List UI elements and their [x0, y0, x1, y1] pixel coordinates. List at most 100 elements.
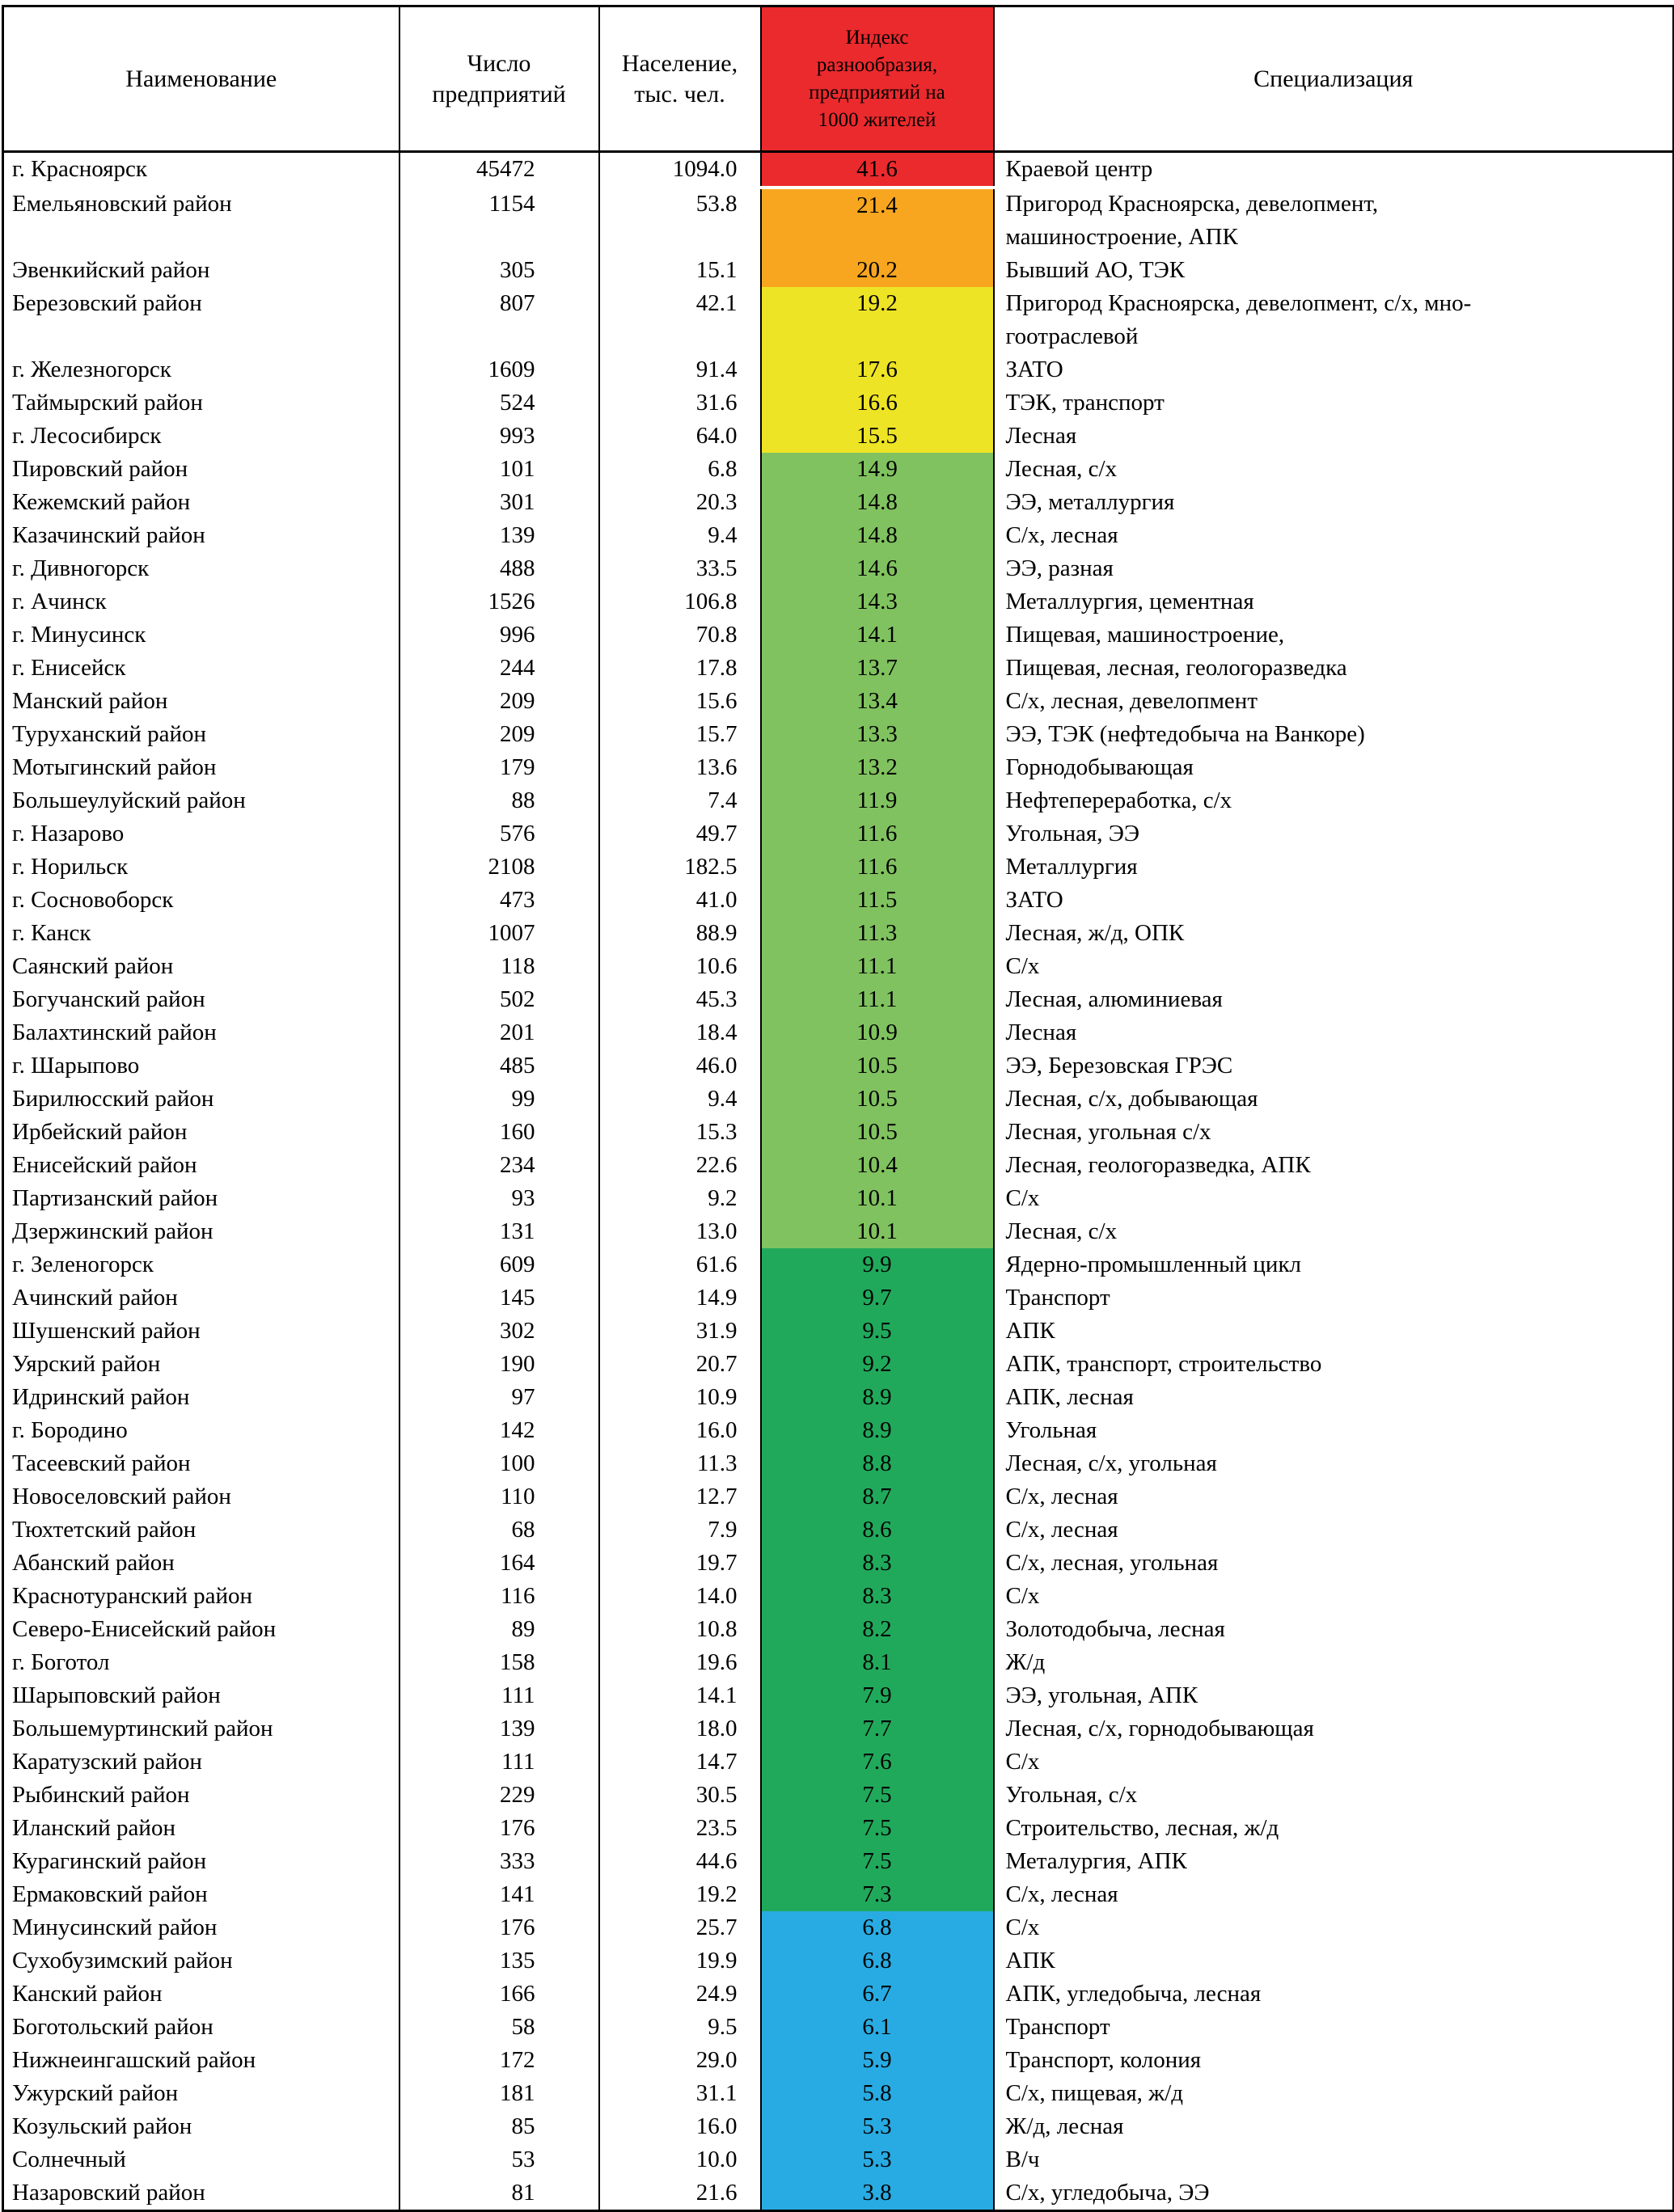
name-cell: Минусинский район — [2, 1911, 400, 1944]
name-cell: г. Бородино — [2, 1414, 400, 1447]
specialization-cell: АПК, транспорт, строительство — [1005, 1351, 1322, 1377]
population-cell: 31.6 — [598, 386, 762, 420]
enterprises-cell: 88 — [399, 784, 600, 817]
population-cell: 17.8 — [598, 652, 762, 685]
specialization-cell: С/х — [1005, 1583, 1040, 1609]
population-cell: 18.4 — [598, 1016, 762, 1049]
population-cell: 21.6 — [598, 2176, 762, 2211]
table-row: Канский район 166 24.9 6.7 АПК, угледобыча, … — [2, 1978, 1674, 2011]
specialization-cell: Пищевая, лесная, геологоразведка — [1005, 655, 1347, 681]
specialization-cell: Металлургия, цементная — [1005, 589, 1254, 614]
name-cell: Новоселовский район — [2, 1480, 400, 1513]
population-cell: 31.1 — [598, 2077, 762, 2110]
enterprises-cell: 58 — [399, 2011, 600, 2044]
table-row: г. Минусинск 996 70.8 14.1 Пищевая, машиност… — [2, 618, 1674, 652]
table-row: г. Енисейск 244 17.8 13.7 Пищевая, лесная, г… — [2, 652, 1674, 685]
table-row: г. Сосновоборск 473 41.0 11.5 ЗАТО — [2, 884, 1674, 917]
enterprises-cell: 100 — [399, 1447, 600, 1480]
name-cell: Ермаковский район — [2, 1878, 400, 1911]
name-cell: Идринский район — [2, 1381, 400, 1414]
specialization-cell: С/х — [1005, 953, 1040, 979]
index-cell: 15.5 — [760, 420, 995, 453]
population-cell: 11.3 — [598, 1447, 762, 1480]
table-row: Шарыповский район 111 14.1 7.9 ЭЭ, угольная,… — [2, 1679, 1674, 1712]
population-cell: 91.4 — [598, 353, 762, 386]
name-cell: Пировский район — [2, 453, 400, 486]
table-row: Кежемский район 301 20.3 14.8 ЭЭ, металлурги… — [2, 486, 1674, 519]
name-cell: Рыбинский район — [2, 1779, 400, 1812]
enterprises-cell: 179 — [399, 751, 600, 784]
enterprises-cell: 142 — [399, 1414, 600, 1447]
population-cell: 106.8 — [598, 585, 762, 618]
name-cell: г. Минусинск — [2, 618, 400, 652]
enterprises-cell: 145 — [399, 1281, 600, 1315]
table-row: Ермаковский район 141 19.2 7.3 С/х, лесная — [2, 1878, 1674, 1911]
population-cell: 10.8 — [598, 1613, 762, 1646]
enterprises-cell: 1154 — [399, 188, 600, 254]
population-cell: 16.0 — [598, 2110, 762, 2143]
index-cell: 11.5 — [760, 884, 995, 917]
index-cell: 13.2 — [760, 751, 995, 784]
specialization-cell: Пригород Красноярска, девелопмент, с/х, … — [1005, 290, 1472, 349]
index-cell: 11.9 — [760, 784, 995, 817]
index-cell: 8.3 — [760, 1580, 995, 1613]
specialization-cell: ТЭК, транспорт — [1005, 390, 1165, 416]
specialization-cell: Транспорт — [1005, 1285, 1110, 1311]
index-cell: 11.1 — [760, 983, 995, 1016]
population-cell: 7.9 — [598, 1513, 762, 1547]
name-cell: Тюхтетский район — [2, 1513, 400, 1547]
name-cell: Кежемский район — [2, 486, 400, 519]
population-cell: 23.5 — [598, 1812, 762, 1845]
header-enterprises: Число предприятий — [399, 6, 600, 153]
name-cell: Нижнеингашский район — [2, 2044, 400, 2077]
table-row: Балахтинский район 201 18.4 10.9 Лесная — [2, 1016, 1674, 1049]
index-cell: 13.4 — [760, 685, 995, 718]
population-cell: 19.7 — [598, 1547, 762, 1580]
enterprises-cell: 2108 — [399, 851, 600, 884]
enterprises-cell: 176 — [399, 1812, 600, 1845]
index-cell: 14.8 — [760, 486, 995, 519]
population-cell: 25.7 — [598, 1911, 762, 1944]
name-cell: Ужурский район — [2, 2077, 400, 2110]
population-cell: 53.8 — [598, 188, 762, 254]
population-cell: 20.7 — [598, 1348, 762, 1381]
population-cell: 88.9 — [598, 917, 762, 950]
enterprises-cell: 209 — [399, 718, 600, 751]
enterprises-cell: 172 — [399, 2044, 600, 2077]
enterprises-cell: 99 — [399, 1083, 600, 1116]
table-row: г. Боготол 158 19.6 8.1 Ж/д — [2, 1646, 1674, 1679]
population-cell: 6.8 — [598, 453, 762, 486]
table-row: Нижнеингашский район 172 29.0 5.9 Транспорт,… — [2, 2044, 1674, 2077]
enterprises-cell: 524 — [399, 386, 600, 420]
name-cell: г. Назарово — [2, 817, 400, 851]
enterprises-cell: 116 — [399, 1580, 600, 1613]
table-row: г. Железногорск 1609 91.4 17.6 ЗАТО — [2, 353, 1674, 386]
specialization-cell: ЭЭ, угольная, АПК — [1005, 1682, 1198, 1708]
table-row: Минусинский район 176 25.7 6.8 С/х — [2, 1911, 1674, 1944]
population-cell: 46.0 — [598, 1049, 762, 1083]
specialization-cell: Угольная, с/х — [1005, 1782, 1138, 1808]
specialization-cell: ЭЭ, разная — [1005, 555, 1114, 581]
specialization-cell: Золотодобыча, лесная — [1005, 1616, 1225, 1642]
specialization-cell: АПК — [1005, 1318, 1055, 1344]
table-row: Туруханский район 209 15.7 13.3 ЭЭ, ТЭК (неф… — [2, 718, 1674, 751]
population-cell: 24.9 — [598, 1978, 762, 2011]
specialization-cell: С/х, лесная, угольная — [1005, 1550, 1219, 1576]
name-cell: г. Сосновоборск — [2, 884, 400, 917]
name-cell: Каратузский район — [2, 1746, 400, 1779]
name-cell: г. Лесосибирск — [2, 420, 400, 453]
specialization-cell: Пищевая, машиностроение, — [1005, 622, 1285, 648]
index-cell: 14.1 — [760, 618, 995, 652]
specialization-cell: С/х, лесная — [1005, 1484, 1118, 1509]
population-cell: 10.0 — [598, 2143, 762, 2176]
enterprises-cell: 576 — [399, 817, 600, 851]
index-cell: 7.5 — [760, 1779, 995, 1812]
index-cell: 10.1 — [760, 1215, 995, 1248]
index-cell: 5.8 — [760, 2077, 995, 2110]
specialization-cell: Лесная, угольная с/х — [1005, 1119, 1211, 1145]
index-cell: 10.5 — [760, 1083, 995, 1116]
specialization-cell: Ж/д, лесная — [1005, 2113, 1124, 2139]
enterprises-cell: 301 — [399, 486, 600, 519]
table-row: Манский район 209 15.6 13.4 С/х, лесная, дев… — [2, 685, 1674, 718]
